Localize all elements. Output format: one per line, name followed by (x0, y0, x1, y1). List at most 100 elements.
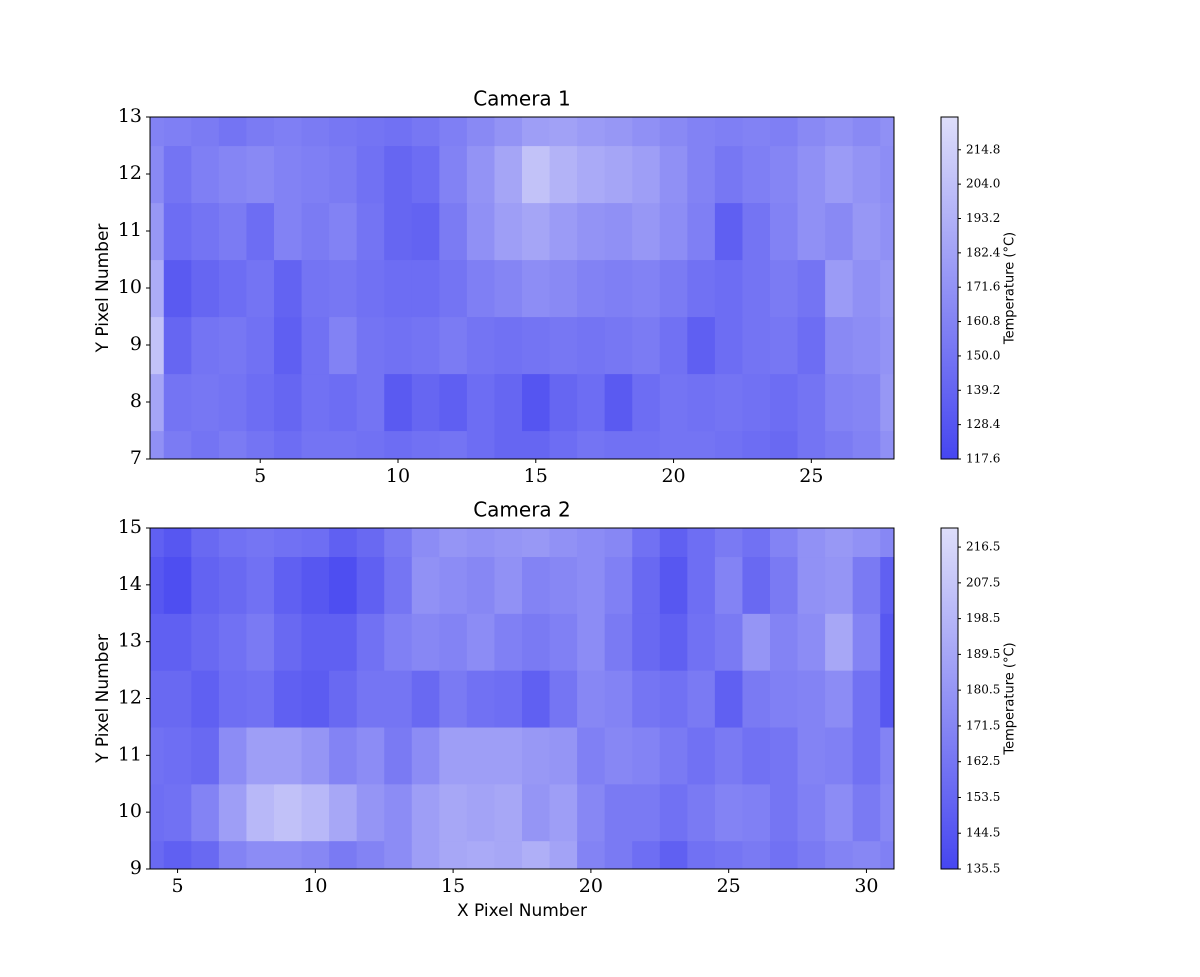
cell (852, 430, 881, 459)
cell (246, 259, 275, 318)
cell (549, 528, 578, 558)
cell (439, 316, 468, 375)
cell (329, 373, 358, 432)
cell (687, 670, 716, 728)
cell (687, 430, 716, 459)
cell (852, 117, 881, 147)
cell (439, 670, 468, 728)
cell (356, 726, 385, 785)
cell (604, 613, 633, 671)
y-tick-label: 8 (130, 390, 142, 412)
cell (797, 783, 826, 842)
cell (494, 528, 523, 558)
cell (880, 613, 894, 671)
cell (150, 117, 165, 147)
cell (880, 783, 894, 842)
cell (150, 373, 165, 432)
colorbar-tick-label: 180.5 (966, 683, 1000, 697)
cell (466, 117, 496, 147)
cell (742, 373, 771, 432)
y-axis-label: Y Pixel Number (93, 224, 113, 354)
cell (356, 117, 385, 147)
cell (577, 259, 606, 318)
cell (274, 556, 303, 614)
cell (384, 373, 413, 432)
cell (301, 556, 330, 614)
cell (384, 430, 413, 459)
cell (714, 556, 744, 614)
cell (329, 316, 358, 375)
cell (439, 556, 468, 614)
cell (246, 202, 275, 261)
cell (191, 556, 220, 614)
cell (246, 528, 275, 558)
cell (880, 840, 894, 869)
cell (825, 202, 854, 261)
cell (687, 613, 716, 671)
cell (714, 783, 744, 842)
cell (549, 840, 578, 869)
cell (218, 373, 248, 432)
cell (439, 430, 468, 459)
cell (522, 145, 551, 204)
cell (880, 145, 894, 204)
cell (356, 528, 385, 558)
cell (494, 613, 523, 671)
cell (577, 430, 606, 459)
cell (411, 556, 440, 614)
cell (742, 117, 771, 147)
cell (384, 670, 413, 728)
cell (246, 117, 275, 147)
cell (549, 316, 578, 375)
cell (522, 259, 551, 318)
colorbar-tick-label: 144.5 (966, 826, 1000, 840)
colorbar-tick-label: 128.4 (966, 417, 1001, 431)
cell (797, 316, 826, 375)
cell (659, 202, 688, 261)
cell (797, 259, 826, 318)
cell (825, 316, 854, 375)
cell (150, 202, 165, 261)
cell (246, 316, 275, 375)
cell (246, 430, 275, 459)
x-tick-label: 10 (303, 875, 327, 897)
cell (522, 613, 551, 671)
cell (852, 528, 881, 558)
cell (577, 117, 606, 147)
cell (218, 145, 248, 204)
cell (301, 670, 330, 728)
cell (604, 840, 633, 869)
colorbar-tick-label: 214.8 (966, 142, 1000, 156)
cell (494, 117, 523, 147)
cell (356, 430, 385, 459)
colorbar-tick-label: 150.0 (966, 348, 1000, 362)
cell (466, 145, 496, 204)
cell (632, 117, 661, 147)
cell (742, 528, 771, 558)
cell (466, 726, 496, 785)
cell (163, 430, 192, 459)
cell (522, 202, 551, 261)
cell (852, 726, 881, 785)
cell (246, 726, 275, 785)
cell (411, 259, 440, 318)
x-tick-label: 10 (386, 465, 410, 487)
cell (852, 613, 881, 671)
cell (825, 783, 854, 842)
cell (163, 613, 192, 671)
cell (687, 726, 716, 785)
cell (770, 783, 799, 842)
cell (797, 430, 826, 459)
cell (466, 259, 496, 318)
cell (356, 145, 385, 204)
cell (246, 373, 275, 432)
cell (439, 528, 468, 558)
cell (411, 430, 440, 459)
colorbar-tick-label: 171.5 (966, 718, 1000, 732)
cell (522, 783, 551, 842)
cell (329, 613, 358, 671)
cell (411, 117, 440, 147)
cell (329, 528, 358, 558)
cell (632, 556, 661, 614)
cell (742, 783, 771, 842)
